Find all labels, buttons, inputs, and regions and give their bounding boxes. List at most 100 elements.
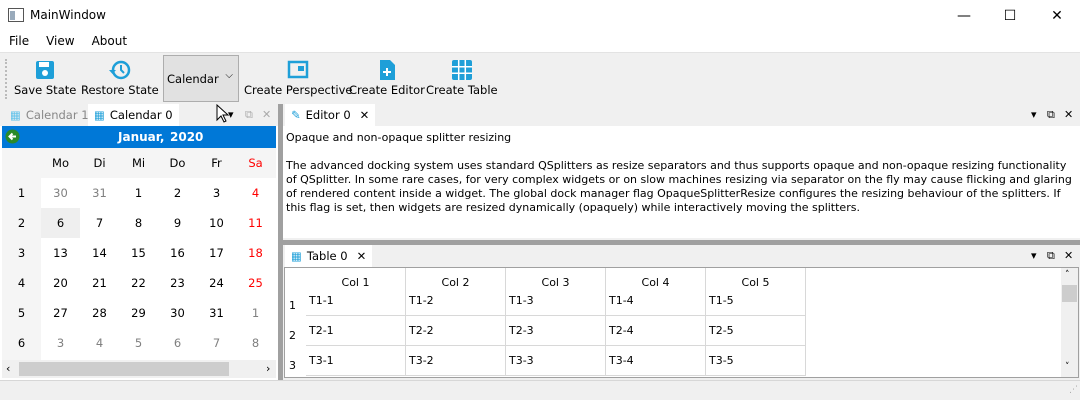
week-number: 3 [17, 246, 26, 260]
close-icon[interactable]: ✕ [1064, 108, 1074, 121]
table-cell[interactable]: T2-4 [606, 316, 706, 346]
table-cell[interactable]: T3-5 [706, 346, 806, 376]
scrollbar-thumb[interactable] [1062, 285, 1077, 302]
table-cell[interactable]: T1-4 [606, 286, 706, 316]
tab-close-icon[interactable]: ✕ [356, 249, 367, 263]
tab-calendar-1[interactable]: ▦ Calendar 1 [10, 108, 89, 122]
tabs-menu-icon[interactable]: ▾ [1031, 249, 1037, 262]
calendar-day[interactable]: 7 [212, 336, 221, 350]
vertical-splitter[interactable] [278, 104, 283, 380]
scrollbar-thumb[interactable] [19, 362, 229, 376]
calendar-day[interactable]: 25 [248, 276, 263, 290]
tab-table-0[interactable]: ▦ Table 0 ✕ [285, 245, 373, 267]
calendar-day[interactable]: 22 [131, 276, 146, 290]
perspective-combo[interactable]: Calendar ⌵ [163, 55, 239, 102]
table-cell[interactable]: T3-3 [506, 346, 606, 376]
table-cell[interactable]: T1-1 [306, 286, 406, 316]
calendar-day[interactable]: 15 [131, 246, 146, 260]
table-cell[interactable]: T2-3 [506, 316, 606, 346]
calendar-day[interactable]: 14 [92, 246, 107, 260]
table-cell[interactable]: T2-5 [706, 316, 806, 346]
table-cell[interactable]: T1-2 [406, 286, 506, 316]
menu-about[interactable]: About [91, 34, 128, 48]
scroll-left-icon[interactable]: ‹ [6, 362, 11, 375]
calendar-day[interactable]: 28 [92, 306, 107, 320]
data-table: ˄ ˅ Col 1 Col 2 Col 3 Col 4 Col 5 1 T1-1 T1-2 T1… [284, 267, 1079, 378]
calendar-day[interactable]: 1 [251, 306, 260, 320]
calendar-day[interactable]: 8 [251, 336, 260, 350]
table-cell[interactable]: T3-2 [406, 346, 506, 376]
tab-editor-0[interactable]: ✎ Editor 0 ✕ [285, 104, 376, 126]
calendar-day[interactable]: 10 [209, 216, 224, 230]
calendar-day[interactable]: 20 [53, 276, 68, 290]
tabs-menu-icon[interactable]: ▾ [1031, 108, 1037, 121]
mouse-cursor-icon [216, 104, 230, 123]
create-editor-button[interactable]: Create Editor [349, 59, 425, 101]
menu-file[interactable]: File [9, 34, 30, 48]
calendar-day[interactable]: 4 [95, 336, 104, 350]
minimize-button[interactable]: — [957, 7, 971, 24]
calendar-day[interactable]: 4 [251, 186, 260, 200]
calendar-day[interactable]: 27 [53, 306, 68, 320]
calendar-day[interactable]: 7 [95, 216, 104, 230]
calendar-day[interactable]: 9 [173, 216, 182, 230]
week-number: 2 [17, 216, 26, 230]
table-cell[interactable]: T3-4 [606, 346, 706, 376]
calendar-day[interactable]: 3 [212, 186, 221, 200]
month-button[interactable]: Januar, [118, 130, 165, 144]
calendar-day[interactable]: 5 [134, 336, 143, 350]
create-perspective-button[interactable]: Create Perspective [244, 59, 352, 101]
tab-calendar-0[interactable]: ▦ Calendar 0 [88, 104, 179, 126]
calendar-icon: ▦ [10, 108, 21, 122]
scroll-down-icon[interactable]: ˅ [1065, 362, 1070, 372]
close-icon[interactable]: ✕ [1064, 249, 1074, 262]
toolbar-handle[interactable] [5, 59, 7, 99]
horizontal-splitter[interactable] [283, 240, 1080, 245]
scroll-up-icon[interactable]: ˄ [1065, 270, 1070, 280]
calendar-day[interactable]: 29 [131, 306, 146, 320]
calendar-day[interactable]: 31 [92, 186, 107, 200]
restore-state-button[interactable]: Restore State [81, 59, 159, 101]
menu-bar: File View About [0, 31, 1080, 52]
tabs-menu-icon[interactable]: ▾ [228, 108, 234, 121]
previous-month-icon[interactable] [5, 129, 20, 144]
undock-icon[interactable]: ⧉ [245, 108, 253, 121]
year-button[interactable]: 2020 [170, 130, 204, 144]
table-cell[interactable]: T3-1 [306, 346, 406, 376]
calendar-day[interactable]: 30 [53, 186, 68, 200]
calendar-day[interactable]: 2 [173, 186, 182, 200]
calendar-day[interactable]: 6 [41, 208, 80, 238]
calendar-day[interactable]: 30 [170, 306, 185, 320]
table-cell[interactable]: T2-2 [406, 316, 506, 346]
menu-view[interactable]: View [46, 34, 75, 48]
table-cell[interactable]: T2-1 [306, 316, 406, 346]
close-icon[interactable]: ✕ [262, 108, 272, 121]
calendar-day[interactable]: 17 [209, 246, 224, 260]
tab-close-icon[interactable]: ✕ [359, 108, 370, 122]
table-vertical-scrollbar[interactable]: ˄ ˅ [1061, 268, 1078, 377]
undock-icon[interactable]: ⧉ [1047, 249, 1055, 262]
scroll-right-icon[interactable]: › [266, 362, 271, 375]
calendar-day[interactable]: 1 [134, 186, 143, 200]
calendar-day[interactable]: 11 [248, 216, 263, 230]
calendar-horizontal-scrollbar[interactable]: ‹ › [2, 360, 276, 378]
table-cell[interactable]: T1-5 [706, 286, 806, 316]
calendar-day[interactable]: 3 [56, 336, 65, 350]
calendar-day[interactable]: 8 [134, 216, 143, 230]
size-grip-icon[interactable]: ⋰ [1069, 385, 1078, 395]
create-table-button[interactable]: Create Table [426, 59, 498, 101]
calendar-day[interactable]: 21 [92, 276, 107, 290]
undock-icon[interactable]: ⧉ [1047, 108, 1055, 121]
maximize-button[interactable]: ☐ [1003, 7, 1017, 24]
calendar-day[interactable]: 23 [170, 276, 185, 290]
calendar-day[interactable]: 31 [209, 306, 224, 320]
calendar-day[interactable]: 16 [170, 246, 185, 260]
save-state-button[interactable]: Save State [14, 59, 76, 101]
calendar-day[interactable]: 13 [53, 246, 68, 260]
calendar-day[interactable]: 6 [173, 336, 182, 350]
calendar-day[interactable]: 18 [248, 246, 263, 260]
calendar-day[interactable]: 24 [209, 276, 224, 290]
close-button[interactable]: ✕ [1051, 7, 1063, 24]
table-cell[interactable]: T1-3 [506, 286, 606, 316]
editor-text-area[interactable]: Opaque and non-opaque splitter resizing … [283, 126, 1080, 238]
